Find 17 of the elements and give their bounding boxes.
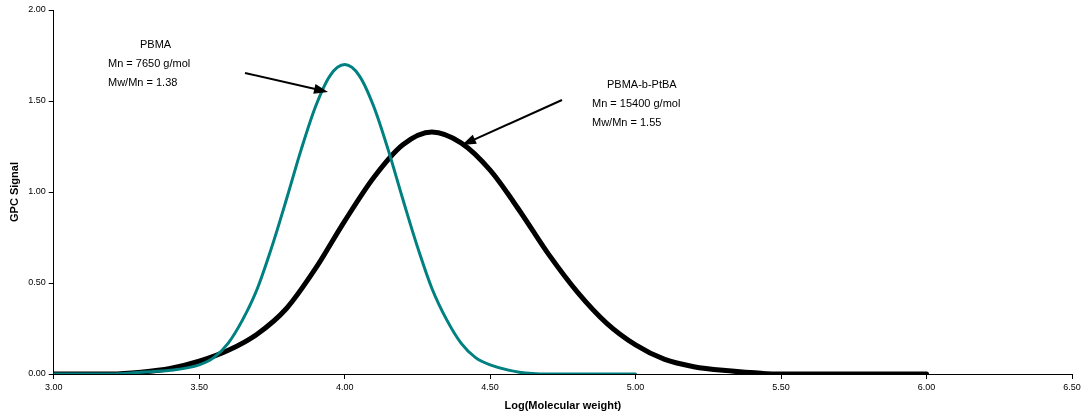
annotation: PBMA-b-PtBA Mn = 15400 g/mol Mw/Mn = 1.55 <box>592 78 681 129</box>
annotation: PBMA Mn = 7650 g/mol Mw/Mn = 1.38 <box>108 38 191 89</box>
y-tick-label: 1.00 <box>28 186 46 197</box>
y-tick-label: 2.00 <box>28 4 46 15</box>
x-tick-label: 6.50 <box>1063 381 1081 392</box>
x-tick-label: 5.00 <box>626 381 645 392</box>
y-tick-label: 0.50 <box>28 277 46 288</box>
x-tick-label: 4.50 <box>481 381 499 392</box>
x-axis-title: Log(Molecular weight) <box>504 399 622 412</box>
y-tick-label: 1.50 <box>28 95 46 106</box>
y-tick-label: 0.00 <box>28 368 46 379</box>
y-axis-title: GPC Signal <box>7 162 20 222</box>
x-tick-label: 3.50 <box>190 381 208 392</box>
x-tick-label: 5.50 <box>772 381 790 392</box>
x-tick-label: 3.00 <box>44 381 63 392</box>
x-tick-label: 6.00 <box>917 381 936 392</box>
x-tick-label: 4.00 <box>335 381 354 392</box>
